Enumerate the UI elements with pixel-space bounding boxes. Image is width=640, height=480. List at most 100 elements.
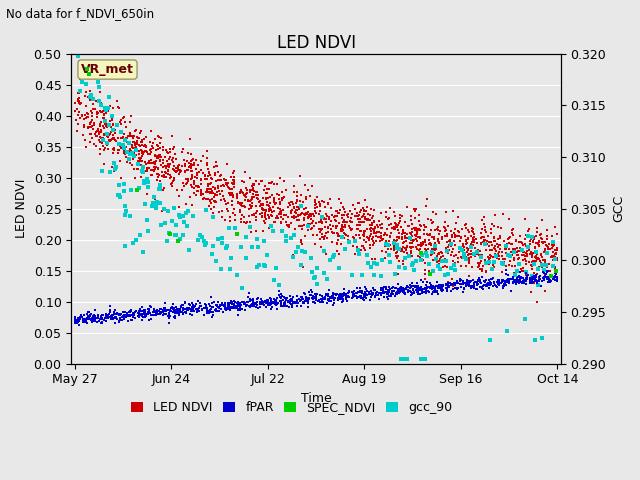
Point — [323, 200, 333, 208]
Point — [78, 318, 88, 326]
Point — [131, 308, 141, 315]
Point — [551, 270, 561, 278]
Point — [355, 292, 365, 300]
Point — [547, 275, 557, 282]
Point — [477, 216, 487, 224]
Point — [354, 288, 364, 296]
Point — [548, 241, 558, 249]
Point — [150, 312, 160, 319]
Point — [490, 252, 500, 259]
Point — [514, 254, 524, 262]
Point — [468, 228, 478, 235]
Point — [449, 231, 460, 239]
Point — [251, 303, 261, 311]
Point — [332, 229, 342, 237]
Point — [122, 158, 132, 166]
Point — [94, 129, 104, 136]
Point — [406, 249, 417, 256]
Point — [261, 215, 271, 223]
Point — [458, 281, 468, 288]
Point — [255, 300, 265, 308]
Point — [187, 311, 197, 318]
Point — [501, 266, 511, 274]
Point — [291, 302, 301, 310]
Point — [480, 240, 490, 247]
Point — [273, 191, 284, 199]
Point — [425, 284, 435, 292]
Point — [347, 225, 357, 233]
Point — [467, 264, 477, 271]
Point — [390, 242, 401, 250]
Point — [468, 282, 479, 289]
Point — [271, 299, 281, 307]
Point — [301, 193, 311, 201]
Point — [420, 249, 431, 257]
Point — [367, 221, 377, 229]
Point — [84, 312, 94, 320]
Point — [394, 289, 404, 297]
Point — [185, 135, 195, 143]
Point — [438, 282, 449, 289]
Point — [252, 298, 262, 306]
Point — [173, 308, 183, 315]
Point — [488, 257, 498, 265]
Point — [186, 307, 196, 314]
Point — [125, 119, 135, 126]
Point — [206, 305, 216, 312]
Point — [549, 246, 559, 254]
Point — [250, 299, 260, 307]
Point — [118, 312, 129, 320]
Point — [150, 152, 160, 159]
Point — [534, 276, 545, 284]
Point — [266, 305, 276, 312]
Point — [402, 230, 412, 238]
Point — [307, 288, 317, 295]
Point — [483, 238, 493, 246]
Point — [527, 253, 538, 261]
Point — [266, 298, 276, 306]
Point — [229, 205, 239, 213]
Point — [322, 276, 332, 283]
Point — [403, 288, 413, 296]
Point — [407, 252, 417, 260]
Point — [441, 244, 451, 252]
Point — [364, 216, 374, 224]
Point — [426, 216, 436, 224]
Point — [530, 257, 540, 264]
Point — [527, 252, 537, 259]
Point — [240, 192, 250, 200]
Point — [179, 182, 189, 190]
Point — [511, 267, 522, 275]
Point — [274, 291, 284, 299]
Point — [479, 213, 490, 221]
Point — [72, 95, 83, 102]
Point — [447, 280, 457, 288]
Point — [427, 285, 437, 293]
Point — [220, 300, 230, 308]
Point — [508, 231, 518, 239]
Point — [144, 165, 154, 172]
Point — [359, 218, 369, 226]
Point — [402, 234, 412, 242]
Point — [275, 200, 285, 208]
Point — [461, 244, 472, 252]
Point — [195, 302, 205, 310]
Point — [158, 308, 168, 316]
Point — [131, 314, 141, 322]
Point — [367, 290, 378, 298]
Point — [116, 134, 126, 142]
Point — [239, 300, 250, 308]
Point — [493, 241, 504, 249]
Point — [550, 269, 560, 277]
Point — [219, 195, 229, 203]
Point — [362, 287, 372, 295]
Point — [246, 204, 257, 212]
Point — [384, 292, 394, 300]
Point — [403, 222, 413, 229]
Point — [441, 281, 451, 288]
Point — [73, 111, 83, 119]
Point — [510, 279, 520, 287]
Point — [493, 276, 504, 284]
Point — [112, 97, 122, 105]
Point — [216, 300, 227, 308]
